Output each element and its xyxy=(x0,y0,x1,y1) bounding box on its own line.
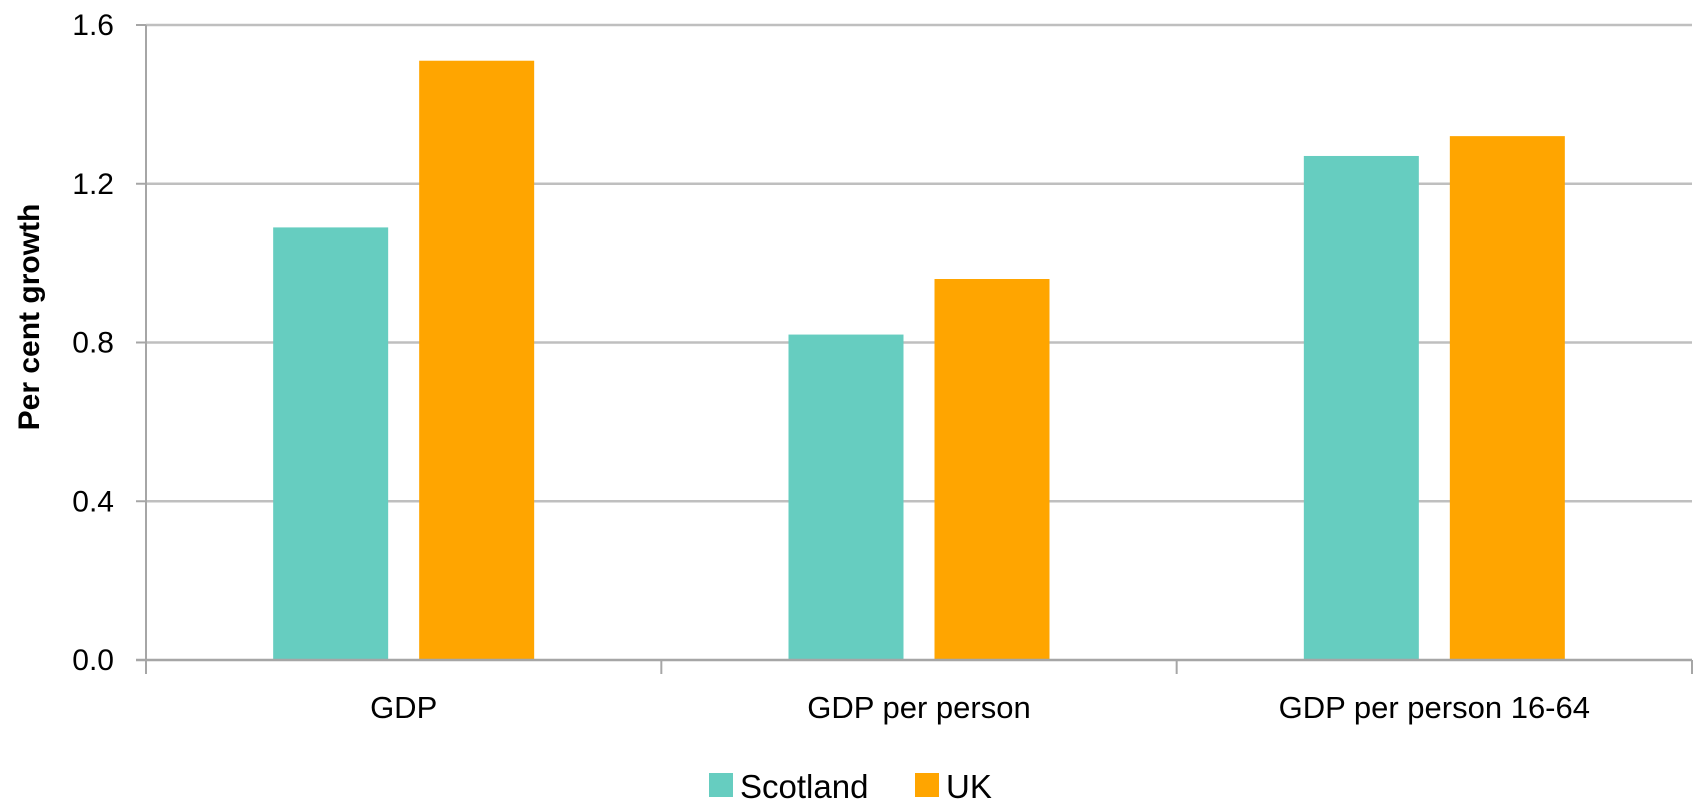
bars xyxy=(273,60,1565,660)
bar-scotland-2 xyxy=(788,334,904,660)
x-category-label: GDP per person 16-64 xyxy=(1279,690,1590,725)
x-category-label: GDP per person xyxy=(807,690,1030,725)
gridlines xyxy=(146,23,1692,503)
bar-uk-1 xyxy=(419,60,535,660)
axes xyxy=(136,24,1693,674)
legend-swatch-uk xyxy=(915,773,939,797)
bar-uk-3 xyxy=(1449,136,1565,660)
y-tick-labels: 0.0 0.4 0.8 1.2 1.6 xyxy=(72,9,114,677)
bar-uk-2 xyxy=(934,279,1050,660)
y-tick-label: 0.4 xyxy=(72,485,114,518)
legend-swatch-scotland xyxy=(709,773,733,797)
bar-scotland-3 xyxy=(1303,155,1419,660)
legend-label-scotland: Scotland xyxy=(740,768,868,804)
y-axis-label: Per cent growth xyxy=(13,204,46,431)
x-category-labels: GDP GDP per person GDP per person 16-64 xyxy=(370,690,1590,725)
y-tick-label: 0.0 xyxy=(72,644,114,677)
legend-label-uk: UK xyxy=(946,768,992,804)
y-tick-label: 1.6 xyxy=(72,9,114,42)
x-category-label: GDP xyxy=(370,690,437,725)
bar-scotland-1 xyxy=(273,227,389,660)
y-tick-label: 0.8 xyxy=(72,327,114,360)
y-tick-label: 1.2 xyxy=(72,168,114,201)
legend: Scotland UK xyxy=(709,768,992,804)
